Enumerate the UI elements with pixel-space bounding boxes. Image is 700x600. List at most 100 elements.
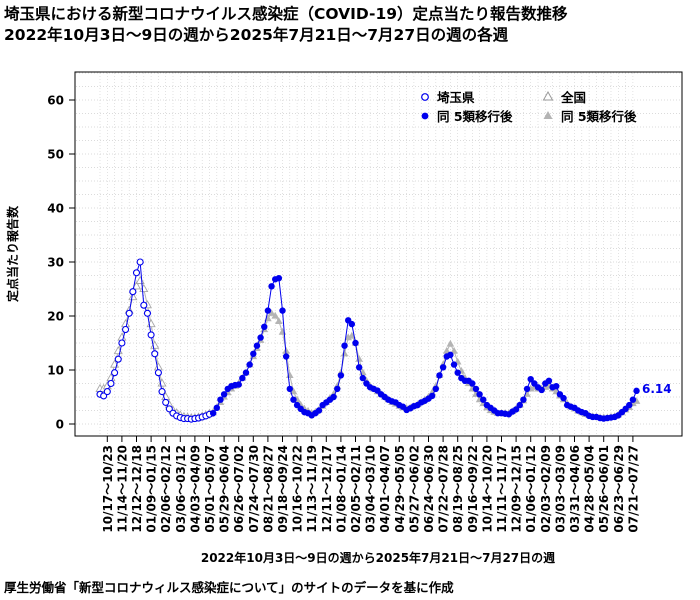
- saitama-point-after: [264, 307, 272, 314]
- national-point: [128, 291, 138, 301]
- x-tick-label: 04/03～04/09: [188, 445, 202, 533]
- x-tick-label: 12/09～12/15: [510, 445, 524, 533]
- x-tick-label: 05/26～06/01: [597, 445, 611, 533]
- saitama-point: [154, 369, 162, 377]
- national-point-after: [289, 387, 298, 395]
- saitama-point-after: [261, 323, 268, 330]
- national-point-after: [450, 346, 458, 354]
- source-note: 厚生労働省「新型コロナウィルス感染症について」のサイトのデータを基に作成: [4, 580, 454, 595]
- saitama-point: [147, 331, 155, 339]
- saitama-point-after: [450, 361, 458, 368]
- x-tick-label: 06/24～06/30: [422, 445, 436, 533]
- saitama-point-after: [250, 350, 257, 357]
- saitama-point-after: [235, 381, 242, 388]
- title-line-2: 2022年10月3日～9日の週から2025年7月21日～7月27日の週の各週: [4, 26, 509, 44]
- legend-saitama-label: 埼玉県: [437, 90, 475, 105]
- saitama-point-after: [275, 275, 283, 282]
- x-tick-label: 08/19～08/25: [451, 445, 465, 533]
- x-tick-label: 04/01～04/07: [378, 445, 392, 533]
- saitama-point-after: [242, 369, 250, 376]
- y-tick-label: 20: [47, 310, 64, 324]
- x-tick-label: 02/03～02/09: [539, 445, 553, 533]
- saitama-point-after: [239, 374, 246, 382]
- saitama-point-after: [286, 385, 293, 393]
- x-tick-label: 10/16～10/22: [291, 445, 305, 533]
- saitama-point: [158, 388, 166, 396]
- saitama-point-after: [213, 404, 220, 411]
- saitama-point-after: [348, 320, 356, 328]
- x-tick-label: 07/21～07/27: [626, 445, 640, 533]
- x-tick-label: 05/29～06/04: [218, 445, 232, 533]
- legend-saitama-marker: [421, 93, 429, 101]
- x-tick-label: 03/06～03/12: [174, 445, 188, 533]
- saitama-point: [107, 379, 115, 388]
- legend-saitama-after-marker: [421, 112, 429, 120]
- saitama-point-after: [560, 394, 567, 402]
- x-tick-label: 10/17～10/23: [101, 445, 115, 533]
- x-tick-label: 07/24～07/30: [247, 445, 261, 533]
- x-axis-label: 2022年10月3日～9日の週から2025年7月21日～7月27日の週: [201, 550, 555, 565]
- x-tick-label: 12/12～12/18: [130, 445, 144, 533]
- saitama-point-after: [538, 386, 545, 394]
- x-tick-label: 11/14～11/20: [115, 445, 129, 533]
- x-tick-label: 03/31～04/06: [568, 445, 582, 533]
- saitama-point: [125, 309, 133, 317]
- x-tick-label: 08/21～08/27: [261, 445, 275, 533]
- x-tick-label: 04/29～05/05: [393, 445, 407, 533]
- saitama-point-after: [545, 377, 553, 384]
- saitama-point-after: [469, 380, 476, 387]
- chart-title: 埼玉県における新型コロナウイルス感染症（COVID-19）定点当たり報告数推移 …: [4, 4, 568, 46]
- x-tick-label: 05/01～05/07: [203, 445, 217, 533]
- saitama-point: [103, 388, 111, 396]
- saitama-point-after: [480, 396, 487, 403]
- saitama-point: [111, 369, 119, 377]
- saitama-point-after: [629, 396, 637, 403]
- saitama-point-after: [428, 392, 436, 400]
- saitama-point: [129, 288, 137, 296]
- x-tick-label: 09/16～09/22: [466, 445, 480, 533]
- saitama-point: [151, 350, 159, 358]
- saitama-point-after: [447, 351, 454, 359]
- title-line-1: 埼玉県における新型コロナウイルス感染症（COVID-19）定点当たり報告数推移: [4, 5, 568, 23]
- x-tick-label: 06/23～06/29: [612, 445, 626, 533]
- y-tick-label: 50: [47, 148, 64, 162]
- x-tick-label: 03/04～03/10: [364, 445, 378, 533]
- x-tick-label: 01/08～01/14: [334, 445, 348, 533]
- national-point-after: [348, 331, 356, 339]
- saitama-point-after: [330, 393, 337, 401]
- legend: 埼玉県 同 5類移行後 全国 同 5類移行後: [421, 90, 637, 124]
- x-tick-label: 09/18～09/24: [276, 445, 290, 533]
- saitama-point-after: [553, 383, 560, 390]
- saitama-point-after: [633, 387, 640, 395]
- x-tick-label: 01/06～01/12: [524, 445, 538, 533]
- saitama-point-after: [626, 401, 633, 409]
- y-tick-label: 60: [47, 94, 64, 108]
- national-point-after: [355, 355, 363, 362]
- saitama-point-after: [523, 385, 531, 393]
- legend-saitama-after-label: 同 5類移行後: [437, 109, 513, 124]
- saitama-point: [132, 269, 141, 277]
- saitama-point-after: [472, 385, 480, 393]
- saitama-point-after: [334, 385, 341, 393]
- saitama-point-after: [290, 396, 297, 403]
- saitama-point: [136, 258, 144, 266]
- saitama-point-after: [279, 307, 286, 314]
- saitama-point: [114, 355, 122, 363]
- y-axis-ticks: 0 10 20 30 40 50 60: [47, 94, 75, 432]
- x-tick-label: 02/06～02/12: [159, 445, 173, 533]
- x-tick-label: 06/26～07/02: [232, 445, 246, 533]
- last-value-label: 6.14: [642, 382, 672, 396]
- saitama-series: [96, 258, 640, 423]
- saitama-point-after: [476, 391, 483, 398]
- saitama-point-after: [257, 334, 264, 341]
- saitama-point-after: [439, 364, 447, 371]
- national-point-after: [340, 349, 349, 357]
- legend-national-after-label: 同 5類移行後: [561, 109, 637, 124]
- saitama-point: [122, 325, 130, 334]
- national-point-after: [442, 346, 451, 354]
- x-tick-label: 11/13～11/19: [305, 445, 319, 533]
- saitama-point-after: [352, 339, 359, 347]
- y-tick-label: 0: [56, 418, 64, 432]
- saitama-point-after: [516, 401, 523, 409]
